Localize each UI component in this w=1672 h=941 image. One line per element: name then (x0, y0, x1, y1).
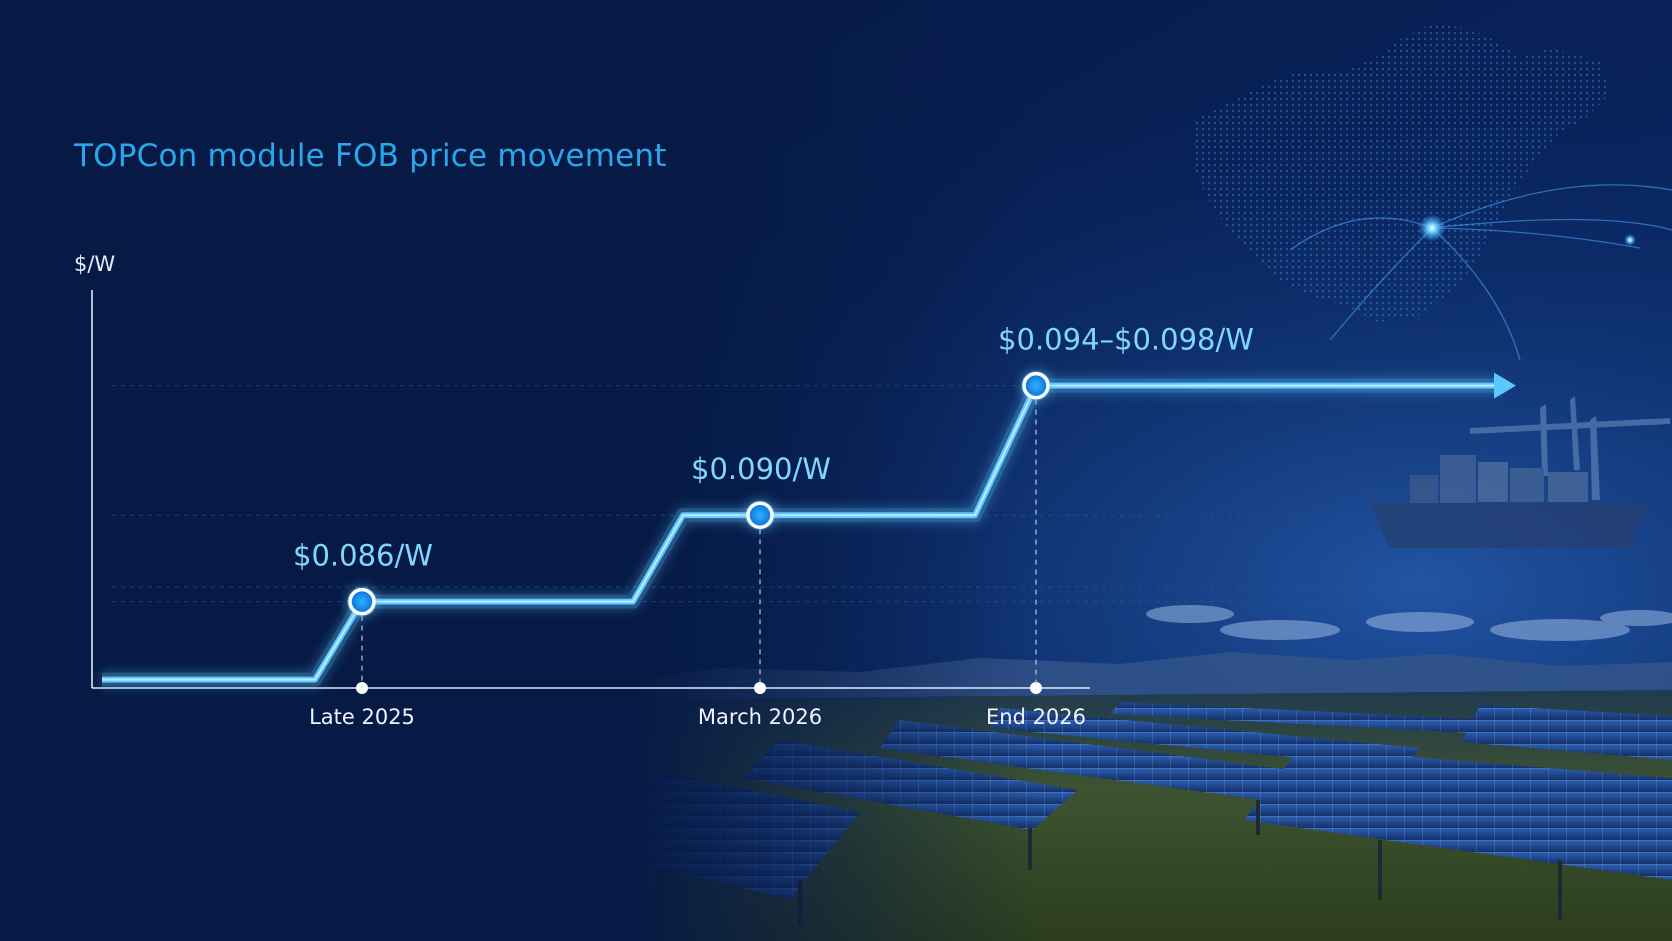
chart-title: TOPCon module FOB price movement (74, 138, 667, 174)
x-tick-label: End 2026 (986, 705, 1086, 729)
data-point (1022, 371, 1050, 400)
x-tick-dot (1030, 682, 1042, 694)
price-line-glow (102, 378, 1500, 687)
x-tick-label: March 2026 (698, 705, 822, 729)
data-point (348, 587, 376, 616)
price-line (102, 382, 1500, 683)
data-label: $0.086/W (293, 539, 433, 573)
data-label: $0.094–$0.098/W (998, 323, 1254, 357)
price-line-core (102, 384, 1500, 681)
x-tick-label: Late 2025 (309, 705, 415, 729)
trend-arrowhead (1494, 372, 1516, 399)
x-tick-dot (754, 682, 766, 694)
data-label: $0.090/W (691, 452, 831, 486)
data-point (746, 501, 774, 529)
y-axis-label: $/W (74, 252, 116, 276)
